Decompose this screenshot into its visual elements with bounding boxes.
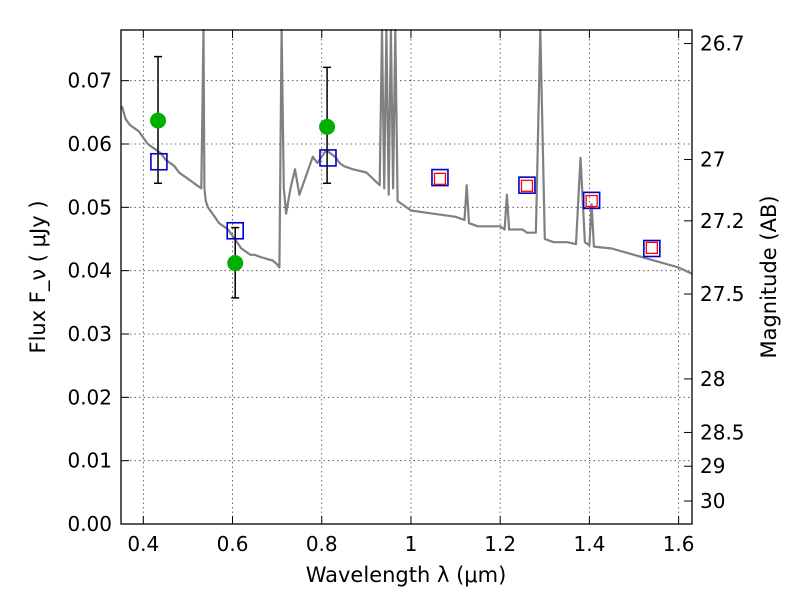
x-tick-label: 1.2 — [484, 532, 516, 556]
model-square — [319, 149, 337, 167]
predicted-square — [520, 179, 534, 192]
points-layer — [150, 55, 661, 299]
observed-point — [150, 112, 167, 129]
y-tick-label: 0.03 — [67, 322, 112, 346]
observed-point — [319, 118, 336, 135]
model-square — [643, 239, 661, 258]
plot-frame — [120, 29, 693, 525]
y2-tick-label: 28.5 — [700, 420, 745, 444]
y-axis-title: Flux F_ν ( μJy ) — [26, 200, 51, 353]
y2-tick-label: 27 — [700, 148, 725, 172]
observed-point — [227, 255, 244, 272]
y2-tick-label: 30 — [700, 489, 725, 513]
model-square — [226, 221, 244, 240]
x-tick-label: 1 — [405, 532, 418, 556]
y-tick-label: 0.00 — [67, 512, 112, 536]
model-square — [150, 152, 168, 171]
y2-tick-label: 28 — [700, 367, 725, 391]
spectrum-layer — [120, 28, 693, 275]
x-tick-label: 1.6 — [663, 532, 695, 556]
y-tick-label: 0.02 — [67, 385, 112, 409]
model-square — [431, 168, 449, 187]
y2-tick-label: 26.7 — [700, 32, 745, 56]
y2-axis-title: Magnitude (AB) — [757, 195, 781, 358]
x-tick-label: 1.4 — [573, 532, 605, 556]
x-axis-title: Wavelength λ (μm) — [306, 563, 507, 587]
y2-tick-label: 27.5 — [700, 282, 745, 306]
model-square — [582, 191, 601, 210]
grid — [121, 30, 692, 525]
y-tick-label: 0.07 — [67, 69, 112, 93]
x-tick-label: 0.8 — [306, 532, 338, 556]
model-square — [518, 176, 536, 194]
spectrum-line — [120, 28, 693, 275]
y-tick-label: 0.05 — [67, 195, 112, 219]
predicted-square — [645, 241, 659, 255]
y-tick-label: 0.04 — [67, 259, 112, 283]
x-tick-label: 0.6 — [217, 532, 249, 556]
predicted-square — [433, 172, 447, 185]
predicted-square — [585, 194, 598, 208]
x-tick-label: 0.4 — [127, 532, 159, 556]
y-tick-label: 0.06 — [67, 132, 112, 156]
y-tick-label: 0.01 — [67, 449, 112, 473]
y2-tick-label: 29 — [700, 454, 725, 478]
ticks-layer: 0.4 0.6 0.8 1 1.2 1.4 1.6 0.00 0.01 0.02 0.03 0.04 0… — [67, 30, 745, 556]
y2-tick-label: 27.2 — [700, 209, 745, 233]
